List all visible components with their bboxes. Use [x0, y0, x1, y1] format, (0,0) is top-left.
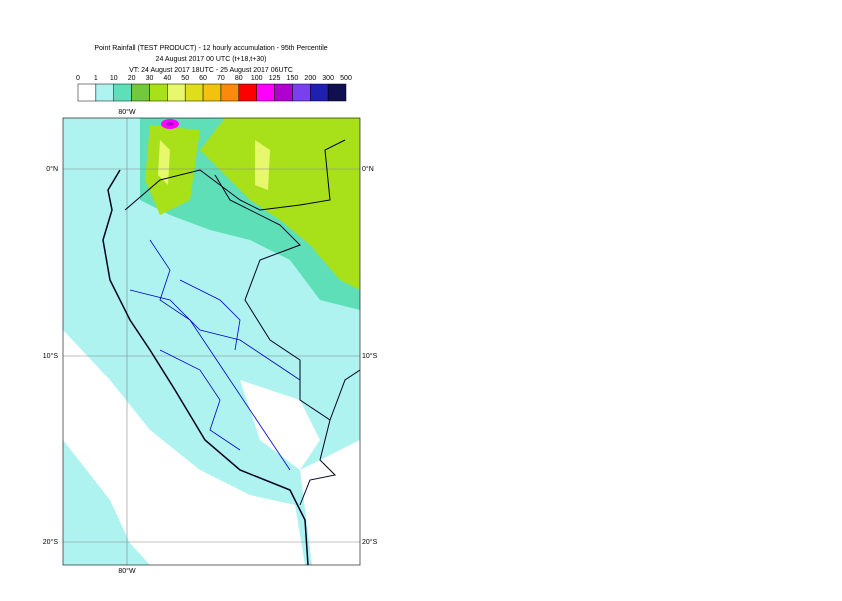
- rain-heavy: [200, 118, 360, 290]
- lat-label: 0°N: [362, 165, 374, 173]
- graticule: [63, 118, 360, 565]
- legend-label: 0: [76, 75, 80, 82]
- legend-swatch: [220, 83, 240, 102]
- dry-area: [300, 440, 360, 565]
- map-frame: [62, 117, 361, 566]
- rain-field: [63, 118, 140, 200]
- legend-swatch: [184, 83, 204, 102]
- lat-label: 20°S: [43, 538, 59, 546]
- legend-swatch: [95, 83, 114, 102]
- legend-swatch: [131, 83, 150, 102]
- legend-label: 125: [269, 75, 281, 82]
- lat-label: 10°S: [43, 352, 59, 360]
- valid-time: VT: 24 August 2017 18UTC - 25 August 201…: [129, 67, 293, 74]
- rain-streak: [255, 140, 270, 190]
- dry-area: [240, 380, 320, 470]
- rain-streak: [158, 140, 170, 185]
- legend-swatch: [256, 83, 275, 102]
- map: [63, 118, 360, 565]
- lat-label: 20°S: [362, 538, 378, 546]
- rain-field: [63, 360, 140, 565]
- legend-label: 30: [146, 75, 154, 82]
- legend-swatch: [292, 83, 311, 102]
- legend-swatch: [77, 83, 97, 102]
- legend-swatch: [327, 83, 347, 102]
- rain-peak: [166, 122, 174, 126]
- legend-swatch: [167, 83, 186, 102]
- rain-moderate: [140, 118, 360, 310]
- title: Point Rainfall (TEST PRODUCT) - 12 hourl…: [94, 45, 327, 52]
- dry-area: [80, 380, 175, 565]
- country-borders: [102, 139, 360, 565]
- legend-swatch: [238, 83, 257, 102]
- lon-label: 80°W: [118, 108, 136, 116]
- legend-label: 200: [304, 75, 316, 82]
- legend-label: 500: [340, 75, 352, 82]
- legend: 0 1 10 20 30 40 50 60 70 80 100 125 150 200 300 500: [76, 75, 352, 102]
- regional-borders: [129, 239, 301, 471]
- subtitle: 24 August 2017 00 UTC (t+18,t+30): [156, 56, 267, 63]
- legend-label: 10: [110, 75, 118, 82]
- legend-label: 80: [235, 75, 243, 82]
- legend-swatch: [113, 83, 132, 102]
- legend-label: 150: [287, 75, 299, 82]
- legend-swatch: [274, 83, 293, 102]
- legend-label: 20: [128, 75, 136, 82]
- legend-label: 60: [199, 75, 207, 82]
- lat-label: 0°N: [46, 165, 58, 173]
- lat-label: 10°S: [362, 352, 378, 360]
- legend-label: 50: [181, 75, 189, 82]
- legend-label: 1: [94, 75, 98, 82]
- lon-label: 80°W: [118, 567, 136, 575]
- legend-swatch: [202, 83, 222, 102]
- legend-label: 300: [322, 75, 334, 82]
- rain-field: [63, 150, 100, 250]
- legend-swatch: [149, 83, 168, 102]
- legend-label: 70: [217, 75, 225, 82]
- legend-label: 100: [251, 75, 263, 82]
- legend-label: 40: [163, 75, 171, 82]
- rain-heavy: [145, 125, 200, 215]
- legend-swatch: [310, 83, 329, 102]
